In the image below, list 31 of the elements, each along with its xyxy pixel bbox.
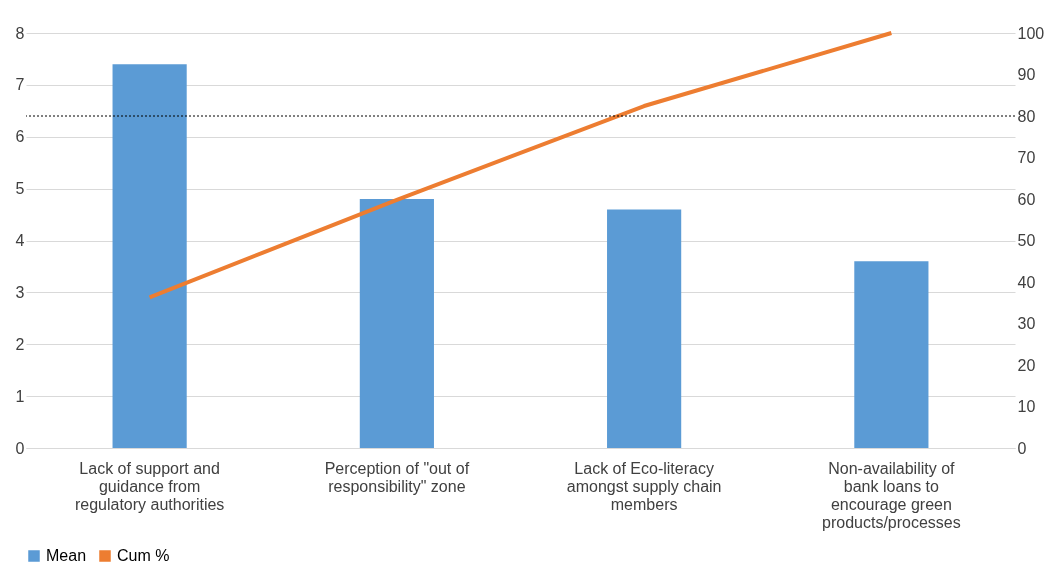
y-tick-label: 4 [15,232,25,249]
y2-tick-label: 30 [1017,315,1036,332]
line-series [147,31,894,300]
y2-tick-label: 40 [1017,273,1036,291]
y-tick-label: 0 [15,439,25,457]
y2-tick-label: 100 [1017,24,1045,42]
y-tick-label: 2 [15,335,25,353]
y-tick-label: 3 [15,283,25,301]
bar [854,261,929,448]
y-tick-label: 8 [15,24,25,42]
y-tick-label: 7 [15,76,25,94]
y-tick-label: 1 [15,387,25,405]
y2-tick-label: 70 [1017,149,1036,166]
y2-tick-label: 20 [1017,356,1036,374]
y2-tick-label: 10 [1017,398,1036,415]
legend-label: Mean [46,547,87,564]
y-tick-label: 5 [15,180,25,198]
bar [112,64,187,448]
y2-tick-label: 60 [1017,190,1036,208]
x-tick-label: Lack of support and guidance from regulatory authorities [74,459,225,513]
x-tick-label: Lack of Eco-literacy amongst supply chain members [566,459,722,513]
bar [607,209,682,448]
y2-tick-label: 90 [1017,66,1036,83]
y-tick-label: 6 [15,128,25,146]
y2-tick-label: 80 [1017,107,1036,125]
bar [359,199,434,448]
y2-tick-label: 50 [1017,232,1036,249]
legend-label: Cum % [117,547,170,564]
x-tick-label: Non-availability of bank loans to encourage green products/processes [822,459,961,531]
y2-tick-label: 0 [1017,439,1027,457]
x-tick-label: Perception of "out of responsibility" zone [324,459,470,495]
